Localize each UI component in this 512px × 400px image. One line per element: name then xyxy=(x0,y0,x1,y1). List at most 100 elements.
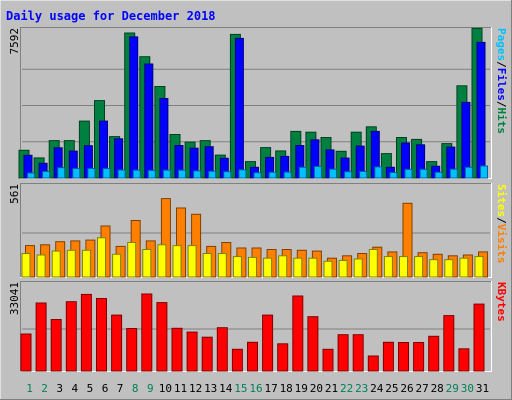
x-tick-label: 21 xyxy=(325,382,338,395)
panel-3: 33041 KBytes xyxy=(8,281,508,372)
bar-sites-day-18 xyxy=(278,255,288,278)
bar-sites-day-29 xyxy=(444,259,454,278)
x-tick-label: 12 xyxy=(189,382,202,395)
y-axis-label: Sites/Visits xyxy=(495,184,508,264)
bar-sites-day-16 xyxy=(248,256,257,278)
bar-kbytes-day-26 xyxy=(398,342,409,372)
bar-kbytes-day-17 xyxy=(262,314,274,372)
bar-sites-day-19 xyxy=(293,257,303,278)
x-tick-label: 30 xyxy=(461,382,474,395)
bar-sites-day-22 xyxy=(338,260,348,278)
y-label-part: Pages xyxy=(495,28,508,61)
bar-sites-day-20 xyxy=(308,257,318,278)
x-tick-label: 22 xyxy=(340,382,353,395)
bar-files-day-9 xyxy=(144,63,154,179)
bar-pages-day-19 xyxy=(298,166,307,179)
bar-sites-day-15 xyxy=(232,256,242,278)
bar-pages-day-8 xyxy=(132,169,141,179)
y-axis-label: KBytes xyxy=(495,282,508,322)
bar-kbytes-day-11 xyxy=(171,327,183,372)
x-tick-label: 19 xyxy=(295,382,308,395)
bar-kbytes-day-10 xyxy=(156,302,168,372)
bar-pages-day-1 xyxy=(27,172,35,179)
bar-kbytes-day-23 xyxy=(352,334,364,372)
bar-kbytes-day-29 xyxy=(443,315,455,372)
x-axis-labels: 1 2 3 4 5 6 7 8 9 10 11 12 13 14 15 16 17 18 19 20 21 22 23 24 2… xyxy=(26,382,489,395)
bar-kbytes-day-28 xyxy=(428,335,440,372)
bar-pages-day-23 xyxy=(359,171,368,179)
x-tick-label: 1 xyxy=(26,382,33,395)
x-tick-label: 13 xyxy=(204,382,217,395)
bar-pages-day-15 xyxy=(238,169,247,179)
bar-kbytes-day-16 xyxy=(247,341,258,372)
bar-pages-day-31 xyxy=(480,165,488,179)
x-tick-label: 31 xyxy=(476,382,489,395)
bar-kbytes-day-6 xyxy=(96,298,107,372)
panel-1: 7592 Pages/Files/Hits xyxy=(8,27,508,179)
bar-sites-day-30 xyxy=(459,257,469,278)
panel-2: 561 Sites/Visits xyxy=(8,183,508,278)
x-tick-label: 2 xyxy=(41,382,48,395)
bar-pages-day-3 xyxy=(57,167,66,179)
x-tick-label: 4 xyxy=(71,382,78,395)
chart-panels: 7592 Pages/Files/Hits 561 Sites/Visits 33041… xyxy=(8,27,508,372)
y-label-part: Hits xyxy=(495,108,508,135)
bar-pages-day-27 xyxy=(419,168,428,179)
y-max-label: 33041 xyxy=(8,282,21,315)
bar-files-day-15 xyxy=(234,37,244,179)
bar-pages-day-2 xyxy=(42,171,51,179)
bar-sites-day-1 xyxy=(21,253,31,278)
bar-kbytes-day-7 xyxy=(111,314,123,372)
bar-sites-day-5 xyxy=(81,249,91,278)
bar-pages-day-14 xyxy=(223,171,232,179)
bar-pages-day-30 xyxy=(464,166,473,179)
bar-kbytes-day-3 xyxy=(50,319,62,372)
bar-kbytes-day-21 xyxy=(322,348,334,372)
bar-kbytes-day-24 xyxy=(367,355,379,372)
bar-files-day-31 xyxy=(476,41,486,179)
bar-kbytes-day-19 xyxy=(292,295,304,372)
bar-sites-day-11 xyxy=(172,245,182,278)
x-tick-label: 9 xyxy=(147,382,154,395)
bar-sites-day-8 xyxy=(127,242,137,278)
x-tick-label: 14 xyxy=(219,382,233,395)
bar-pages-day-28 xyxy=(434,171,443,179)
y-label-part: Files xyxy=(495,68,508,101)
x-tick-label: 5 xyxy=(87,382,94,395)
bar-sites-day-24 xyxy=(368,249,378,278)
x-tick-label: 23 xyxy=(355,382,368,395)
y-label-part: KBytes xyxy=(495,282,508,322)
bar-pages-day-26 xyxy=(404,168,413,179)
x-tick-label: 26 xyxy=(400,382,413,395)
x-tick-label: 7 xyxy=(117,382,124,395)
bar-pages-day-17 xyxy=(268,171,277,179)
x-tick-label: 11 xyxy=(174,382,187,395)
bar-kbytes-day-31 xyxy=(473,303,485,372)
bar-sites-day-2 xyxy=(36,254,46,278)
y-label-part: Sites xyxy=(495,184,508,217)
bar-kbytes-day-8 xyxy=(126,328,138,372)
bar-kbytes-day-18 xyxy=(277,343,289,372)
bar-kbytes-day-13 xyxy=(201,336,213,372)
x-tick-label: 17 xyxy=(264,382,277,395)
bar-pages-day-16 xyxy=(253,172,262,179)
bar-files-day-10 xyxy=(159,98,169,179)
bar-kbytes-day-1 xyxy=(20,333,32,372)
bar-sites-day-23 xyxy=(353,258,363,278)
bar-sites-day-3 xyxy=(51,250,61,278)
bar-pages-day-11 xyxy=(178,169,186,179)
bar-kbytes-day-27 xyxy=(413,342,425,372)
bar-pages-day-6 xyxy=(102,168,111,179)
bar-sites-day-12 xyxy=(187,245,197,278)
x-tick-label: 15 xyxy=(234,382,247,395)
x-tick-label: 18 xyxy=(280,382,293,395)
y-max-label: 561 xyxy=(8,184,21,204)
bar-sites-day-7 xyxy=(112,253,122,278)
x-tick-label: 16 xyxy=(249,382,262,395)
x-tick-label: 24 xyxy=(370,382,384,395)
bar-pages-day-4 xyxy=(72,168,81,179)
bar-kbytes-day-2 xyxy=(35,302,47,372)
bar-pages-day-25 xyxy=(389,172,398,179)
bar-kbytes-day-9 xyxy=(141,293,153,372)
bar-pages-day-12 xyxy=(193,170,202,179)
